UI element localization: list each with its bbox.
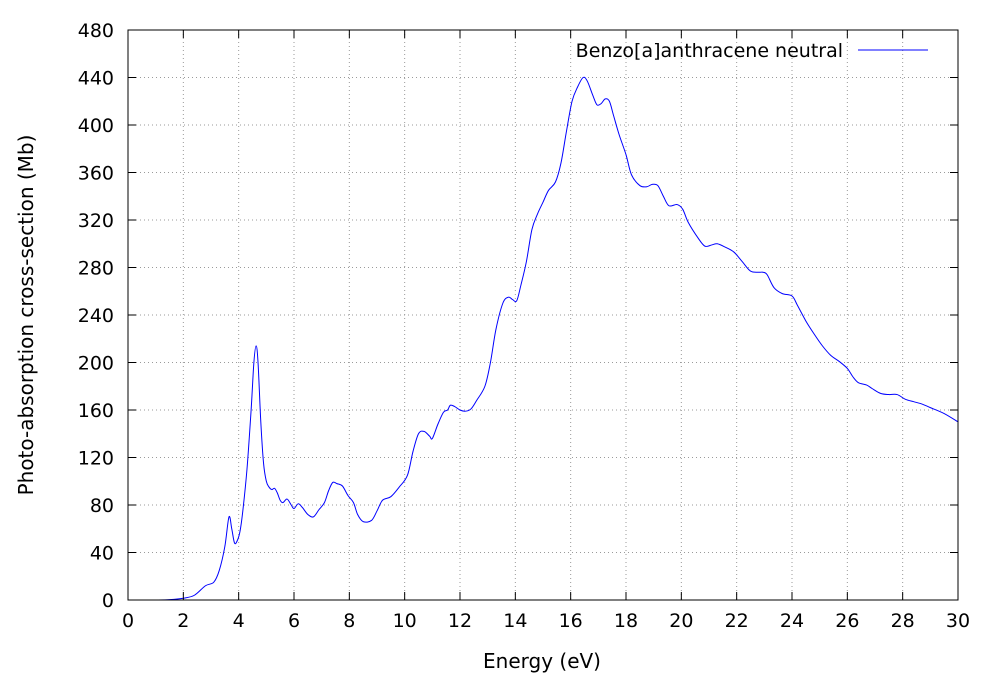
- x-tick-label: 14: [503, 610, 527, 632]
- x-tick-label: 10: [393, 610, 417, 632]
- x-tick-label: 24: [780, 610, 804, 632]
- x-tick-label: 12: [448, 610, 472, 632]
- y-tick-labels: 0 40 80 120 160 200 240 280 320 360 400 440 480: [78, 20, 114, 612]
- y-tick-label: 0: [102, 590, 114, 612]
- x-tick-labels: 0 2 4 6 8 10 12 14 16 18 20 22 24 26 28 30: [122, 610, 970, 632]
- x-tick-label: 2: [177, 610, 189, 632]
- y-tick-label: 360: [78, 163, 114, 185]
- y-tick-label: 240: [78, 305, 114, 327]
- legend-label: Benzo[a]anthracene neutral: [576, 40, 843, 62]
- x-tick-label: 18: [614, 610, 638, 632]
- x-tick-label: 0: [122, 610, 134, 632]
- x-tick-label: 20: [669, 610, 693, 632]
- x-tick-label: 26: [835, 610, 859, 632]
- y-tick-label: 320: [78, 210, 114, 232]
- x-tick-label: 8: [343, 610, 355, 632]
- y-tick-label: 480: [78, 20, 114, 42]
- grid-lines: [128, 30, 958, 600]
- legend: Benzo[a]anthracene neutral: [576, 40, 928, 62]
- series-layer: [155, 76, 959, 601]
- y-tick-label: 400: [78, 115, 114, 137]
- x-tick-label: 28: [891, 610, 915, 632]
- series-line-benzo-a-anthracene-neutral: [155, 76, 959, 601]
- x-tick-label: 6: [288, 610, 300, 632]
- y-axis-label: Photo-absorption cross-section (Mb): [14, 135, 38, 496]
- x-tick-label: 16: [559, 610, 583, 632]
- y-tick-label: 160: [78, 400, 114, 422]
- y-tick-label: 440: [78, 68, 114, 90]
- axis-ticks: [127, 29, 959, 601]
- x-tick-label: 4: [233, 610, 245, 632]
- y-tick-label: 80: [90, 495, 114, 517]
- x-tick-label: 22: [725, 610, 749, 632]
- y-tick-label: 120: [78, 448, 114, 470]
- y-tick-label: 40: [90, 543, 114, 565]
- x-axis-label: Energy (eV): [483, 649, 601, 673]
- x-tick-label: 30: [946, 610, 970, 632]
- y-tick-label: 200: [78, 353, 114, 375]
- y-tick-label: 280: [78, 258, 114, 280]
